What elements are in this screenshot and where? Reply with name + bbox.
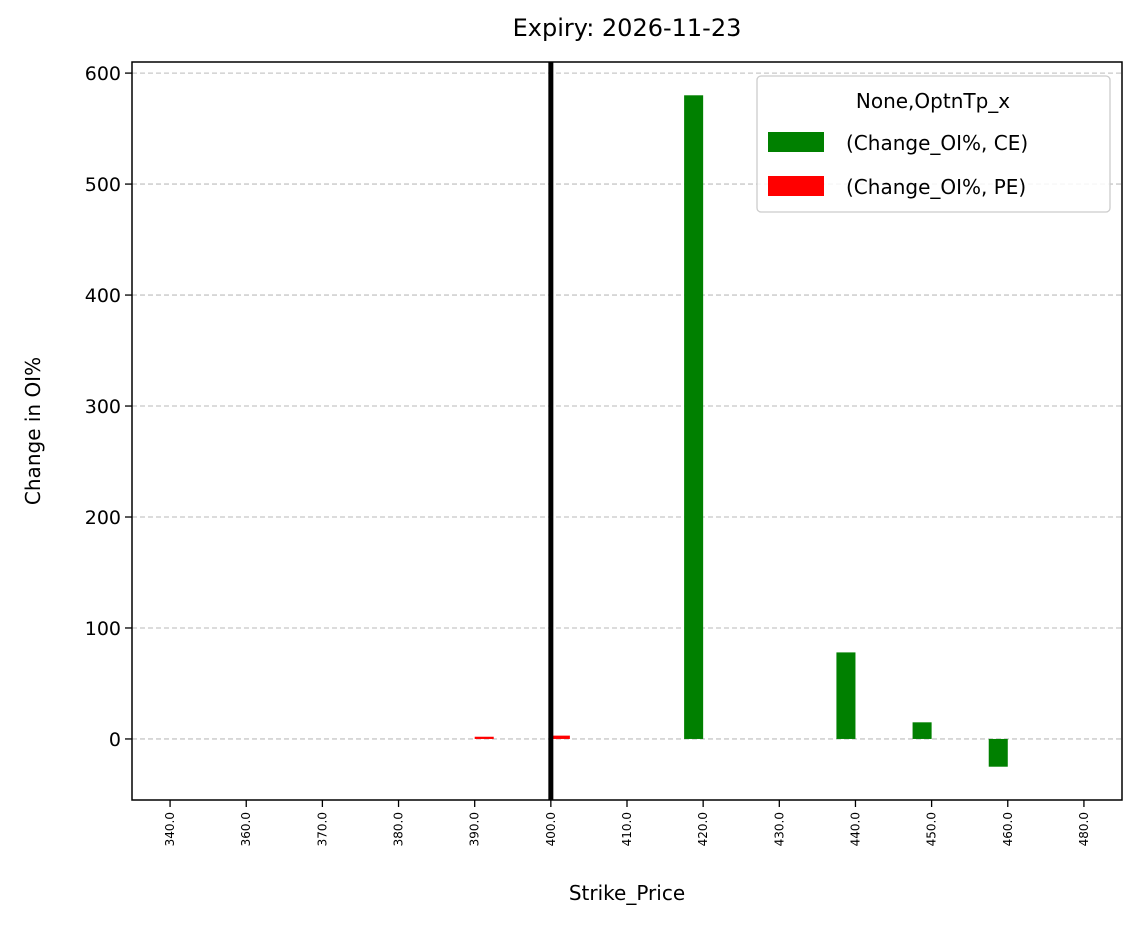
x-tick-label: 420.0 (696, 812, 710, 846)
bar (684, 95, 704, 739)
bar (988, 738, 1008, 767)
x-tick-label: 430.0 (772, 812, 786, 846)
x-axis-label: Strike_Price (569, 881, 685, 905)
bar (912, 722, 932, 739)
x-tick-label: 340.0 (163, 812, 177, 846)
y-tick-label: 100 (85, 618, 121, 640)
plot-frame (131, 61, 1123, 801)
x-tick-label: 460.0 (1001, 812, 1015, 846)
chart-title: Expiry: 2026-11-23 (513, 14, 742, 42)
x-tick-label: 450.0 (925, 812, 939, 846)
y-tick-label: 600 (85, 63, 121, 85)
bar (550, 735, 570, 739)
x-tick-label: 390.0 (468, 812, 482, 846)
x-tick-label: 400.0 (544, 812, 558, 846)
x-tick-label: 440.0 (848, 812, 862, 846)
x-tick-label: 380.0 (392, 812, 406, 846)
legend-swatch (768, 132, 824, 152)
x-tick-label: 480.0 (1077, 812, 1091, 846)
x-tick-label: 360.0 (239, 812, 253, 846)
legend-label: (Change_OI%, CE) (846, 131, 1028, 155)
legend-label: (Change_OI%, PE) (846, 175, 1026, 199)
x-tick-label: 370.0 (315, 812, 329, 846)
y-tick-label: 400 (85, 285, 121, 307)
y-tick-label: 0 (109, 729, 121, 751)
y-tick-label: 200 (85, 507, 121, 529)
bar (474, 736, 494, 739)
legend-box (756, 75, 1111, 213)
y-tick-label: 300 (85, 396, 121, 418)
x-tick-label: 410.0 (620, 812, 634, 846)
legend-swatch (768, 176, 824, 196)
y-axis-label: Change in OI% (21, 357, 45, 505)
bar (836, 652, 856, 739)
y-tick-label: 500 (85, 174, 121, 196)
legend-title: None,OptnTp_x (856, 89, 1010, 113)
